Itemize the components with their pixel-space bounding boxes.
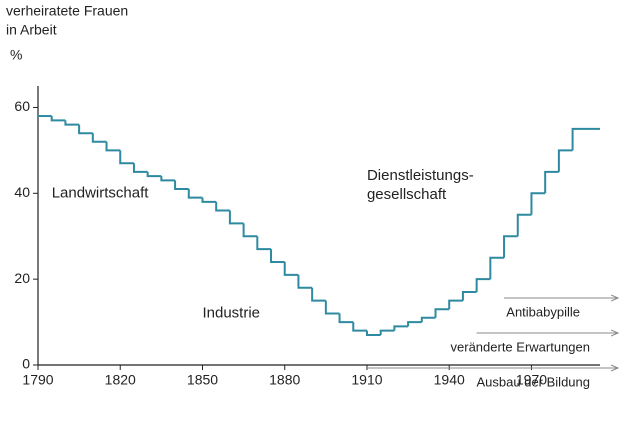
step xyxy=(463,292,477,301)
step xyxy=(93,133,107,142)
step xyxy=(422,318,436,322)
x-tick-label: 1910 xyxy=(351,372,382,388)
sector-label: gesellschaft xyxy=(367,186,447,203)
x-tick-label: 1850 xyxy=(187,372,218,388)
step xyxy=(326,301,340,314)
step xyxy=(79,125,93,134)
step xyxy=(257,236,271,249)
step xyxy=(381,331,395,335)
step xyxy=(340,313,354,322)
step xyxy=(298,275,312,288)
step xyxy=(504,236,518,257)
y-axis-label: verheiratete Frauen xyxy=(6,3,128,19)
step xyxy=(477,279,491,292)
step xyxy=(573,129,600,150)
step xyxy=(175,180,189,189)
sector-label: Industrie xyxy=(202,304,260,321)
step xyxy=(52,116,66,120)
x-tick-label: 1790 xyxy=(22,372,53,388)
step xyxy=(367,331,381,335)
influence-label: veränderte Erwartungen xyxy=(451,339,590,354)
step xyxy=(271,249,285,262)
step xyxy=(518,215,532,236)
step xyxy=(189,189,203,198)
step xyxy=(436,309,450,318)
step xyxy=(148,172,162,176)
step xyxy=(202,198,216,202)
step xyxy=(65,120,79,124)
influence-label: Ausbau der Bildung xyxy=(477,374,590,389)
x-tick-label: 1820 xyxy=(105,372,136,388)
step xyxy=(559,150,573,171)
chart: verheiratete Frauen in Arbeit % 0 20 40 60 1… xyxy=(0,0,624,423)
y-tick-label: 20 xyxy=(14,270,30,286)
step xyxy=(545,172,559,193)
y-unit: % xyxy=(10,47,22,63)
step xyxy=(244,223,258,236)
sector-label: Dienstleistungs- xyxy=(367,167,474,184)
step xyxy=(394,326,408,330)
x-tick-label: 1880 xyxy=(269,372,300,388)
step xyxy=(408,322,422,326)
step xyxy=(120,150,134,163)
step xyxy=(107,142,121,151)
sector-label: Landwirtschaft xyxy=(52,184,150,201)
step xyxy=(161,176,175,180)
y-axis-label: in Arbeit xyxy=(6,22,57,38)
step xyxy=(285,262,299,275)
step xyxy=(353,322,367,331)
step xyxy=(134,163,148,172)
step xyxy=(216,202,230,211)
influence-label: Antibabypille xyxy=(506,304,580,319)
y-tick-label: 60 xyxy=(14,98,30,114)
x-tick-label: 1940 xyxy=(434,372,465,388)
step xyxy=(531,193,545,214)
y-tick-label: 0 xyxy=(22,356,30,372)
step xyxy=(230,210,244,223)
step xyxy=(312,288,326,301)
y-tick-label: 40 xyxy=(14,184,30,200)
step xyxy=(449,301,463,310)
step xyxy=(490,258,504,279)
